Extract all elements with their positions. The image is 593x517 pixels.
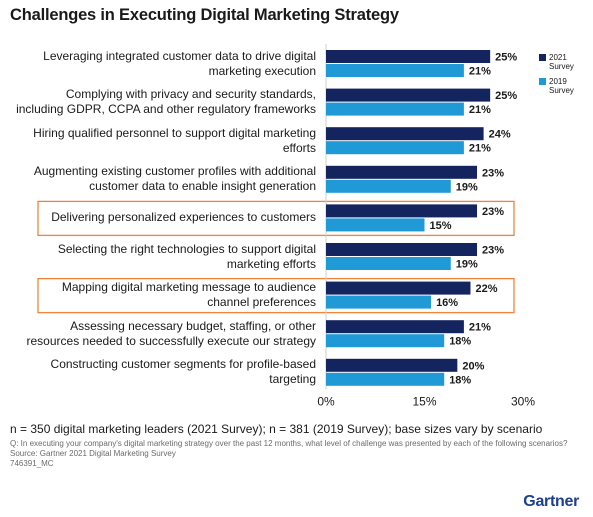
data-label: 20% (462, 360, 484, 372)
data-label: 18% (449, 374, 471, 386)
bar-2021 (326, 88, 491, 102)
footer-source: Source: Gartner 2021 Digital Marketing S… (10, 449, 176, 458)
category-label-line: including GDPR, CCPA and other regulator… (16, 102, 316, 117)
category-label-line: efforts (282, 140, 316, 155)
x-tick-label: 15% (412, 394, 436, 408)
legend-item: 2021 Survey (539, 53, 579, 71)
data-label: 21% (469, 322, 491, 334)
legend-label: 2021 Survey (549, 53, 574, 71)
highlight-box (37, 200, 515, 237)
category-label-line: Leveraging integrated customer data to d… (43, 48, 316, 63)
category-label-line: Complying with privacy and security stan… (65, 87, 316, 102)
category-label-line: customer data to enable insight generati… (89, 179, 316, 194)
bar-2021 (326, 127, 484, 141)
bar-2019 (326, 141, 464, 155)
bar-2019 (326, 334, 445, 348)
category-label: Assessing necessary budget, staffing, or… (12, 318, 317, 349)
category-label: Selecting the right technologies to supp… (12, 242, 316, 272)
bar-2021 (326, 204, 478, 218)
bar-2019 (326, 372, 445, 386)
data-label: 21% (469, 104, 491, 116)
sample-note: n = 350 digital marketing leaders (2021 … (10, 422, 543, 436)
category-label-line: Mapping digital marketing message to aud… (61, 280, 316, 295)
x-tick-label: 30% (511, 394, 535, 408)
data-label: 21% (469, 66, 491, 78)
category-label-line: Delivering personalized experiences to c… (51, 210, 316, 225)
data-label: 22% (475, 283, 497, 295)
category-label: Constructing customer segments for profi… (12, 357, 316, 387)
category-label-line: Constructing customer segments for profi… (50, 357, 316, 372)
bar-2019 (326, 179, 451, 193)
legend-swatch (539, 78, 546, 85)
bar-2019 (326, 64, 464, 77)
category-label: Leveraging integrated customer data to d… (12, 49, 316, 79)
gartner-logo: Gartner (523, 493, 579, 510)
category-label-line: resources needed to successfully execute… (26, 333, 317, 348)
data-label: 24% (489, 129, 511, 141)
data-label: 23% (482, 167, 504, 179)
x-tick-label: 0% (317, 394, 335, 408)
chart-title: Challenges in Executing Digital Marketin… (10, 6, 399, 24)
bar-2021 (326, 243, 478, 256)
bar-2021 (326, 281, 471, 295)
category-label-line: Augmenting existing customer profiles wi… (33, 164, 316, 179)
data-label: 16% (436, 297, 458, 309)
data-label: 19% (456, 259, 478, 271)
legend-item: 2019 Survey (539, 77, 579, 95)
footer-id: 746391_MC (10, 459, 54, 468)
category-label-line: channel preferences (207, 295, 316, 310)
bar-2019 (326, 257, 451, 270)
category-label-line: Hiring qualified personnel to support di… (33, 125, 316, 140)
data-label: 21% (469, 143, 491, 155)
data-label: 19% (456, 181, 478, 193)
bar-2021 (326, 320, 464, 334)
bar-2021 (326, 358, 458, 372)
highlight-box (37, 277, 515, 314)
data-label: 23% (482, 206, 504, 218)
bar-2019 (326, 295, 432, 309)
category-label: Hiring qualified personnel to support di… (12, 126, 316, 156)
bar-2019 (326, 102, 464, 116)
legend-swatch (539, 54, 546, 61)
footer-question: Q: In executing your company's digital m… (10, 439, 568, 448)
data-label: 15% (430, 220, 452, 232)
data-label: 23% (482, 245, 504, 257)
category-label-line: marketing efforts (226, 256, 316, 271)
data-label: 25% (495, 90, 517, 102)
category-label-line: Assessing necessary budget, staffing, or… (70, 318, 316, 333)
category-label-line: Selecting the right technologies to supp… (57, 241, 316, 256)
legend-label: 2019 Survey (549, 77, 574, 95)
category-label: Delivering personalized experiences to c… (12, 210, 316, 225)
bar-chart: 25% 21% 25% 21% 24% 21% 23% 19% 23% 15% 23% 19% 22% 1… (37, 44, 535, 408)
data-label: 18% (449, 336, 471, 348)
bar-2019 (326, 218, 425, 232)
category-label: Augmenting existing customer profiles wi… (12, 164, 316, 194)
bar-2021 (326, 165, 478, 179)
category-label: Complying with privacy and security stan… (12, 87, 316, 117)
bar-2021 (326, 50, 491, 63)
data-label: 25% (495, 52, 517, 64)
category-label-line: targeting (269, 372, 316, 387)
category-label-line: marketing execution (208, 63, 316, 78)
category-label: Mapping digital marketing message to aud… (12, 280, 316, 310)
footer: Q: In executing your company's digital m… (10, 439, 570, 469)
